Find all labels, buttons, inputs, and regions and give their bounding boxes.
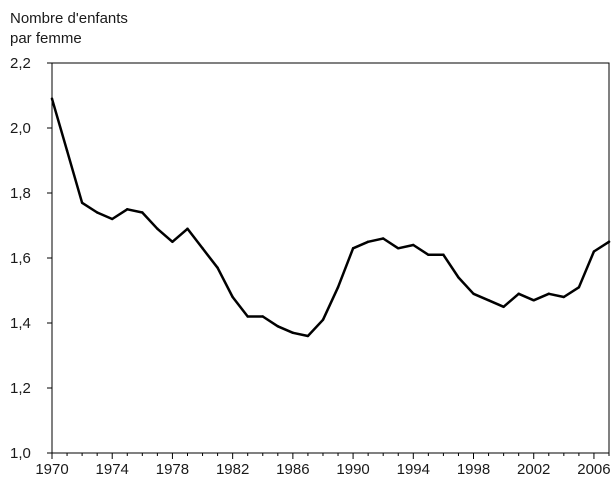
x-tick-label: 1974 (96, 461, 129, 478)
plot-frame (51, 62, 610, 454)
y-tick-label: 1,4 (10, 315, 31, 332)
x-tick-label: 2006 (577, 461, 610, 478)
y-axis-label-line-2: par femme (10, 30, 82, 47)
y-axis-ticks: 1,0 1,2 1,4 1,6 1,8 2,0 2,2 (10, 55, 52, 462)
y-tick-label: 2,0 (10, 120, 31, 137)
x-tick-label: 1970 (35, 461, 68, 478)
x-tick-label: 1998 (457, 461, 490, 478)
x-tick-label: 1994 (397, 461, 430, 478)
x-tick-label: 1986 (276, 461, 309, 478)
x-axis-ticks: 1970 1974 1978 1982 1986 1990 1994 1998 2002 2006 (35, 453, 611, 478)
y-tick-label: 1,0 (10, 445, 31, 462)
y-tick-label: 1,2 (10, 380, 31, 397)
y-axis-label-line-1: Nombre d'enfants (10, 10, 128, 27)
x-tick-label: 2002 (517, 461, 550, 478)
y-tick-label: 2,2 (10, 55, 31, 72)
x-tick-label: 1990 (336, 461, 369, 478)
y-tick-label: 1,6 (10, 250, 31, 267)
series-line (50, 97, 611, 338)
y-tick-label: 1,8 (10, 185, 31, 202)
x-tick-label: 1978 (156, 461, 189, 478)
y-axis-label: Nombre d'enfants par femme (10, 10, 128, 47)
x-tick-label: 1982 (216, 461, 249, 478)
